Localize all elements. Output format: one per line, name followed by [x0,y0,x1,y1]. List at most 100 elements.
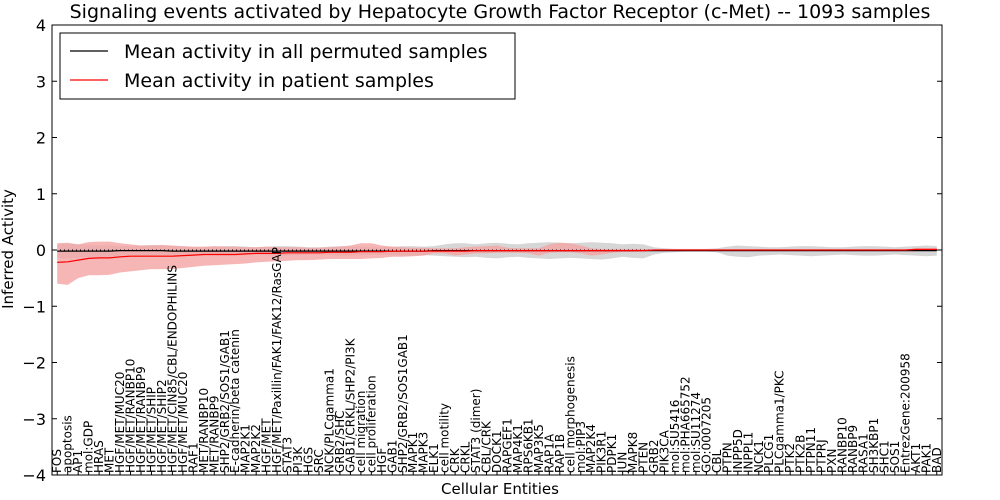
x-tick-label: HGF/MET/SHIP2 [155,379,169,473]
x-tick-label: SHC1 [877,440,891,473]
y-tick-label: 4 [36,16,46,35]
x-tick-label: JUN [616,452,630,474]
x-tick-label: cell proliferation [364,375,378,473]
x-tick-label: STAT3 (dimer) [469,389,483,473]
x-tick-label: NCK1 [752,440,766,473]
x-tick-label: HGF/MET/RANBP10 [124,359,138,473]
x-tick-label: STAT3 [281,437,295,473]
x-tick-label: GO:0007205 [699,397,713,473]
x-tick-label: AKT1 [909,443,923,473]
x-tick-label: mol:PIP3 [574,421,588,473]
x-tick-label: PDPK1 [605,434,619,473]
x-axis-label: Cellular Entities [441,480,559,498]
x-tick-label: HGF/MET/CIN85/CBL/ENDOPHILINS [165,265,179,473]
y-tick-label: −1 [22,297,46,316]
x-tick-label: GAB1/CRKL/SHP2/PI3K [343,337,357,473]
x-tick-label: MAP3K5 [532,424,546,473]
x-tick-label: ELK1 [427,443,441,473]
y-tick-label: 2 [36,129,46,148]
x-tick-label: mol:SU11274 [689,392,703,473]
x-tick-label: INPPL1 [741,432,755,473]
x-tick-label: PIK3CA [658,429,672,473]
x-tick-label: PAK1 [919,443,933,473]
x-tick-label: PXN [825,449,839,473]
x-tick-label: FOS [50,449,64,473]
y-tick-label: 0 [36,241,46,260]
legend: Mean activity in all permuted samples Me… [59,32,516,100]
x-tick-label: cell motility [438,403,452,473]
x-tick-label: SHP2/GRB2/SOS1/GAB1 [218,330,232,473]
x-tick-label: MAPK3 [417,432,431,473]
x-tick-label: PTEN [637,442,651,473]
plot-area: −4−3−2−101234FOSapoptosisAP1mol:GDPHRASM… [22,16,943,485]
chart-title: Signaling events activated by Hepatocyte… [70,1,931,23]
x-tick-label: GRB2/SHC [333,410,347,473]
x-tick-label: SOS1 [888,441,902,473]
x-tick-label: RAP1A [542,433,556,473]
x-tick-label: HRAS [92,440,106,473]
x-tick-label: PI3K [291,446,305,473]
x-tick-label: mol:GDP [82,421,96,473]
x-tick-label: MAPK8 [626,432,640,473]
x-tick-label: SHP2/GRB2/SOS1GAB1 [396,334,410,473]
y-tick-label: −2 [22,354,46,373]
x-tick-label: MET [103,447,117,473]
x-tick-label: MAP2K1 [239,424,253,473]
y-tick-label: −4 [22,466,46,485]
x-tick-label: PLCG1 [762,434,776,473]
x-tick-label: EntrezGene:200958 [898,353,912,473]
y-tick-label: 1 [36,185,46,204]
x-tick-label: HGF/MET/MUC20 [113,372,127,473]
x-tick-label: PLCgamma1/PKC [773,370,787,473]
x-tick-label: DOCK1 [490,430,504,473]
x-tick-label: MET/RANBP10 [197,388,211,473]
legend-label-permuted: Mean activity in all permuted samples [124,41,487,63]
x-tick-label: HGF/MET [260,418,274,473]
x-tick-label: GAB1 [385,440,399,473]
x-tick-label: mol:PHA665752 [679,376,693,473]
x-tick-label: RAF1 [186,442,200,473]
x-tick-label: cell migration [354,391,368,473]
x-tick-label: RANBP9 [846,425,860,473]
patient-band [57,241,937,285]
x-tick-label: RAPGEF1 [501,418,515,473]
x-tick-label: RAP1B [553,434,567,473]
x-tick-label: SRC [312,449,326,473]
legend-label-patient: Mean activity in patient samples [124,70,434,92]
x-tick-label: CRKL [459,441,473,473]
x-tick-label: cell morphogenesis [563,356,577,473]
x-tick-label: HGF/MET/Paxillin/FAK1/FAK12/RasGAP [270,247,284,473]
x-tick-label: MAPK1 [406,432,420,473]
x-tick-label: PTK2 [783,443,797,473]
x-tick-label: RASA1 [857,433,871,473]
x-tick-label: PTPN [720,442,734,473]
x-tick-label: PTPRJ [815,439,829,473]
x-tick-label: mol:SU5416 [668,400,682,473]
x-tick-label: E-cadherin/beta catenin [228,329,242,473]
x-tick-label: MET/RANBP9 [207,396,221,473]
x-tick-label: NCK/PLCgamma1 [323,368,337,473]
x-tick-label: HGF/MET/MUC20 [176,372,190,473]
x-tick-label: CBL [710,449,724,473]
x-tick-label: RANBP10 [836,417,850,473]
y-tick-label: 3 [36,72,46,91]
x-tick-label: AP1 [71,450,85,473]
x-tick-label: MAP4K1 [511,424,525,473]
x-tick-label: HGF [375,448,389,473]
y-tick-label: −3 [22,410,46,429]
x-tick-label: RPS6KB1 [521,418,535,473]
legend-box [59,32,516,100]
x-tick-label: HGF/MET/SHIP [145,387,159,473]
x-tick-label: CRK [448,447,462,473]
x-tick-label: PTK2B [794,435,808,473]
x-tick-label: GRB2 [647,439,661,473]
series-line-patient [57,248,937,263]
x-tick-label: apoptosis [61,415,75,473]
y-axis-label: Inferred Activity [0,189,17,309]
x-tick-label: MAP2K2 [249,424,263,473]
x-tick-label: PTPN11 [804,427,818,473]
x-tick-label: PIK3R1 [595,431,609,473]
x-tick-label: HGF/MET/RANBP9 [134,366,148,473]
x-tick-label: SH3KBP1 [867,418,881,473]
